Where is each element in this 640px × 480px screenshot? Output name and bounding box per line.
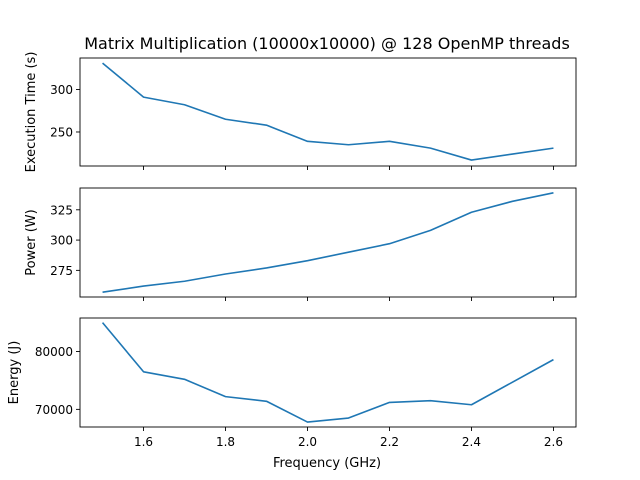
y-axis-label: Power (W) (24, 209, 39, 275)
y-tick-label: 325 (50, 203, 73, 217)
x-tick-label: 2.6 (544, 435, 563, 449)
subplot-3: 70000 80000 1.6 1.8 2.0 2.2 2.4 2.6 Energy (J) (7, 317, 577, 449)
axes-frame (79, 57, 577, 167)
chart-title: Matrix Multiplication (10000x10000) @ 12… (84, 34, 570, 53)
series-line (102, 192, 554, 293)
x-tick-label: 2.2 (380, 435, 399, 449)
x-tick-label: 1.6 (134, 435, 153, 449)
subplot-2: 275 300 325 Power (W) (24, 187, 577, 301)
subplot-1: 250 300 Execution Time (s) (24, 52, 577, 173)
axes-frame (79, 187, 577, 298)
y-tick-label: 70000 (35, 403, 73, 417)
y-tick-label: 275 (50, 264, 73, 278)
x-tick-label: 1.8 (216, 435, 235, 449)
series-line (101, 322, 554, 423)
subplot-panels: 250 300 Execution Time (s) 275 300 325 Power (… (7, 52, 577, 449)
y-axis-label: Energy (J) (7, 341, 22, 405)
x-tick-label: 2.0 (298, 435, 317, 449)
axes-frame (79, 317, 577, 428)
y-axis-label: Execution Time (s) (24, 52, 39, 173)
series-line (102, 62, 554, 161)
y-tick-label: 250 (50, 125, 73, 139)
y-tick-label: 80000 (35, 345, 73, 359)
y-tick-label: 300 (50, 83, 73, 97)
x-axis-label: Frequency (GHz) (273, 456, 381, 471)
y-tick-label: 300 (50, 234, 73, 248)
x-tick-label: 2.4 (462, 435, 481, 449)
